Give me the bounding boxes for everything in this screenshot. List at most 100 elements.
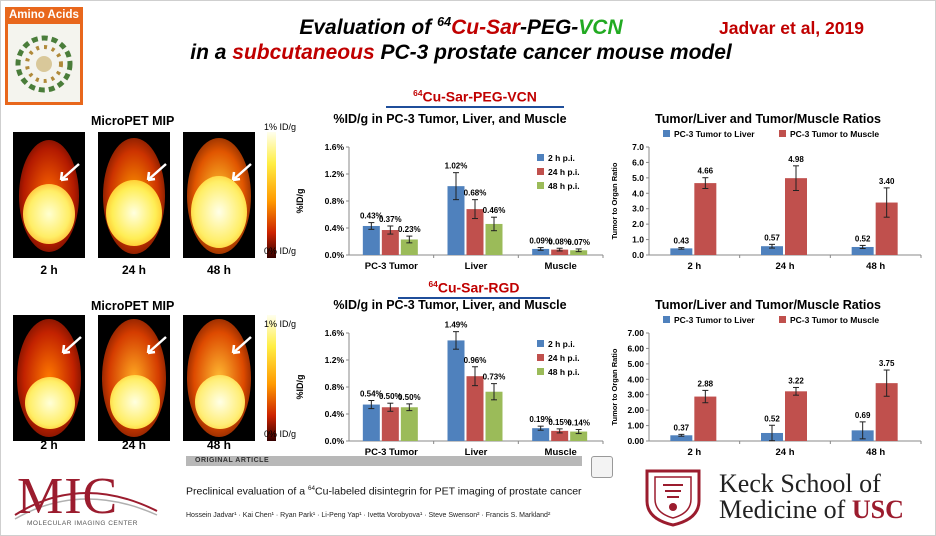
bar (485, 223, 503, 255)
y-tick-label: 1.0 (632, 235, 644, 245)
article-banner (186, 456, 582, 466)
data-label: 0.54% (360, 390, 383, 399)
y-axis-label: %ID/g (295, 374, 305, 399)
bar (551, 430, 569, 441)
data-label: 0.09% (529, 237, 552, 246)
color-scale-bar (267, 315, 276, 441)
mip-image-rgd-48h (183, 315, 255, 441)
bar (485, 391, 503, 441)
bar (532, 428, 550, 441)
title-peg: -PEG- (519, 16, 579, 39)
bar (466, 209, 484, 255)
keck-line-2-text: Medicine of (719, 495, 852, 524)
title2-prefix: in a (190, 41, 233, 64)
title-line-2: in a subcutaneous PC-3 prostate cancer m… (111, 41, 811, 65)
chart-title: Tumor/Liver and Tumor/Muscle Ratios (655, 298, 881, 312)
bar (381, 230, 399, 255)
section-isotope: 64 (428, 279, 438, 289)
chart-title: %ID/g in PC-3 Tumor, Liver, and Muscle (333, 298, 566, 312)
y-tick-label: 0.0 (632, 250, 644, 260)
chart-title: %ID/g in PC-3 Tumor, Liver, and Muscle (333, 112, 566, 126)
legend-label: 24 h p.i. (548, 353, 580, 363)
title-cu-sar: Cu-Sar (451, 16, 520, 39)
bar (551, 249, 569, 255)
bar (761, 246, 783, 255)
crossmark-icon (591, 456, 613, 478)
journal-name: Amino Acids (9, 9, 79, 21)
data-label: 0.08% (548, 237, 571, 246)
color-scale-bar (267, 132, 276, 258)
legend-swatch (537, 154, 544, 161)
title2-subcutaneous: subcutaneous (232, 41, 375, 64)
keck-line-1: Keck School of (719, 469, 881, 498)
legend-label: 24 h p.i. (548, 167, 580, 177)
chart-ratios-vcn: Tumor/Liver and Tumor/Muscle Ratios 0.0 1.… (610, 112, 922, 272)
y-tick-label: 1.2% (325, 169, 345, 179)
mic-logo: MIC (17, 468, 119, 525)
y-tick-label: 0.4% (325, 223, 345, 233)
mip-time-label: 24 h (121, 263, 146, 277)
legend-label: 2 h p.i. (548, 339, 575, 349)
title-isotope: 64 (437, 15, 452, 29)
bar (694, 183, 717, 255)
article-title-post: Cu-labeled disintegrin for PET imaging o… (315, 485, 582, 498)
tumor-arrow-icon (146, 163, 167, 182)
y-tick-label: 4.00 (627, 374, 644, 384)
y-tick-label: 1.00 (627, 421, 644, 431)
bar (400, 407, 418, 441)
bar (670, 435, 693, 441)
legend-swatch (663, 130, 670, 137)
legend-swatch (663, 316, 670, 323)
mip-image-rgd-24h (98, 315, 170, 441)
y-axis-label: Tumor to Organ Ratio (610, 162, 619, 239)
citation: Jadvar et al, 2019 (719, 18, 864, 38)
x-tick-label: Muscle (545, 447, 577, 458)
bar (447, 340, 465, 441)
legend-label: PC-3 Tumor to Muscle (790, 129, 879, 139)
legend-label: PC-3 Tumor to Muscle (790, 315, 879, 325)
bar (785, 391, 807, 441)
bar (400, 239, 418, 255)
data-label: 1.49% (445, 321, 468, 330)
article-authors: Hossein Jadvar¹ · Kai Chen¹ · Ryan Park¹… (186, 512, 551, 519)
scale-min-label: 0% ID/g (264, 246, 297, 256)
data-label: 0.14% (567, 419, 590, 428)
data-label: 1.02% (445, 162, 468, 171)
data-label: 0.43 (674, 237, 690, 246)
bar (532, 248, 550, 255)
y-tick-label: 5.0 (632, 173, 644, 183)
data-label: 0.19% (529, 415, 552, 424)
x-tick-label: PC-3 Tumor (365, 261, 418, 272)
tumor-arrow-icon (231, 163, 252, 182)
x-tick-label: 48 h (866, 447, 885, 458)
data-label: 0.43% (360, 212, 383, 221)
bar (381, 407, 399, 441)
data-label: 0.68% (464, 189, 487, 198)
y-tick-label: 7.00 (627, 328, 644, 338)
y-tick-label: 6.00 (627, 343, 644, 353)
data-label: 0.57 (764, 233, 780, 242)
data-label: 0.69 (855, 411, 871, 420)
bar (694, 396, 717, 441)
y-tick-label: 0.0% (325, 250, 345, 260)
y-tick-label: 3.00 (627, 390, 644, 400)
legend-label: 48 h p.i. (548, 181, 580, 191)
y-axis-label: %ID/g (295, 188, 305, 213)
y-tick-label: 1.2% (325, 355, 345, 365)
data-label: 0.15% (548, 418, 571, 427)
section-text: Cu-Sar-PEG-VCN (422, 88, 537, 105)
y-tick-label: 1.6% (325, 142, 345, 152)
usc-wordmark: USC (851, 495, 904, 524)
y-tick-label: 0.4% (325, 409, 345, 419)
data-label: 0.23% (398, 225, 421, 234)
legend-swatch (779, 130, 786, 137)
legend-swatch (537, 168, 544, 175)
legend-label: PC-3 Tumor to Liver (674, 315, 755, 325)
y-tick-label: 0.0% (325, 436, 345, 446)
usc-seal-icon (645, 469, 701, 527)
data-label: 0.07% (567, 238, 590, 247)
y-tick-label: 0.00 (627, 436, 644, 446)
data-label: 0.96% (464, 356, 487, 365)
mip-image-rgd-2h (13, 315, 85, 441)
